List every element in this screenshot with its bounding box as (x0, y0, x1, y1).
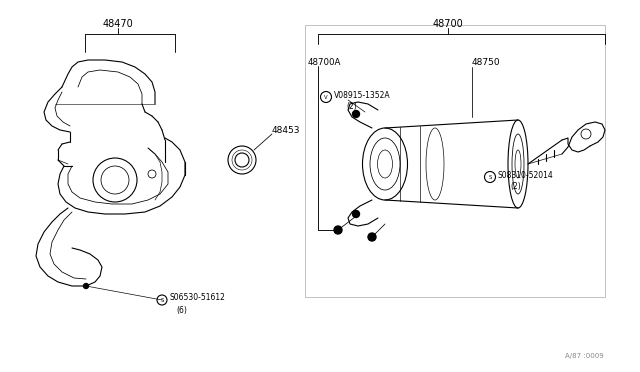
Text: 48700A: 48700A (308, 58, 341, 67)
Text: A/87 :0009: A/87 :0009 (565, 353, 604, 359)
Circle shape (334, 226, 342, 234)
Circle shape (83, 283, 88, 289)
Text: (6): (6) (177, 305, 188, 314)
Text: (2): (2) (346, 102, 356, 110)
Text: S08310-52014: S08310-52014 (498, 170, 554, 180)
Text: V: V (324, 94, 328, 99)
Text: 48750: 48750 (472, 58, 500, 67)
Text: 48470: 48470 (102, 19, 133, 29)
Text: S06530-51612: S06530-51612 (169, 294, 225, 302)
Circle shape (353, 211, 360, 218)
Text: 48700: 48700 (433, 19, 463, 29)
Circle shape (368, 233, 376, 241)
Text: S: S (488, 174, 492, 180)
Text: 48453: 48453 (272, 125, 301, 135)
Text: S: S (160, 298, 164, 302)
Text: (2): (2) (510, 182, 521, 190)
Text: V08915-1352A: V08915-1352A (334, 90, 390, 99)
Circle shape (353, 110, 360, 118)
